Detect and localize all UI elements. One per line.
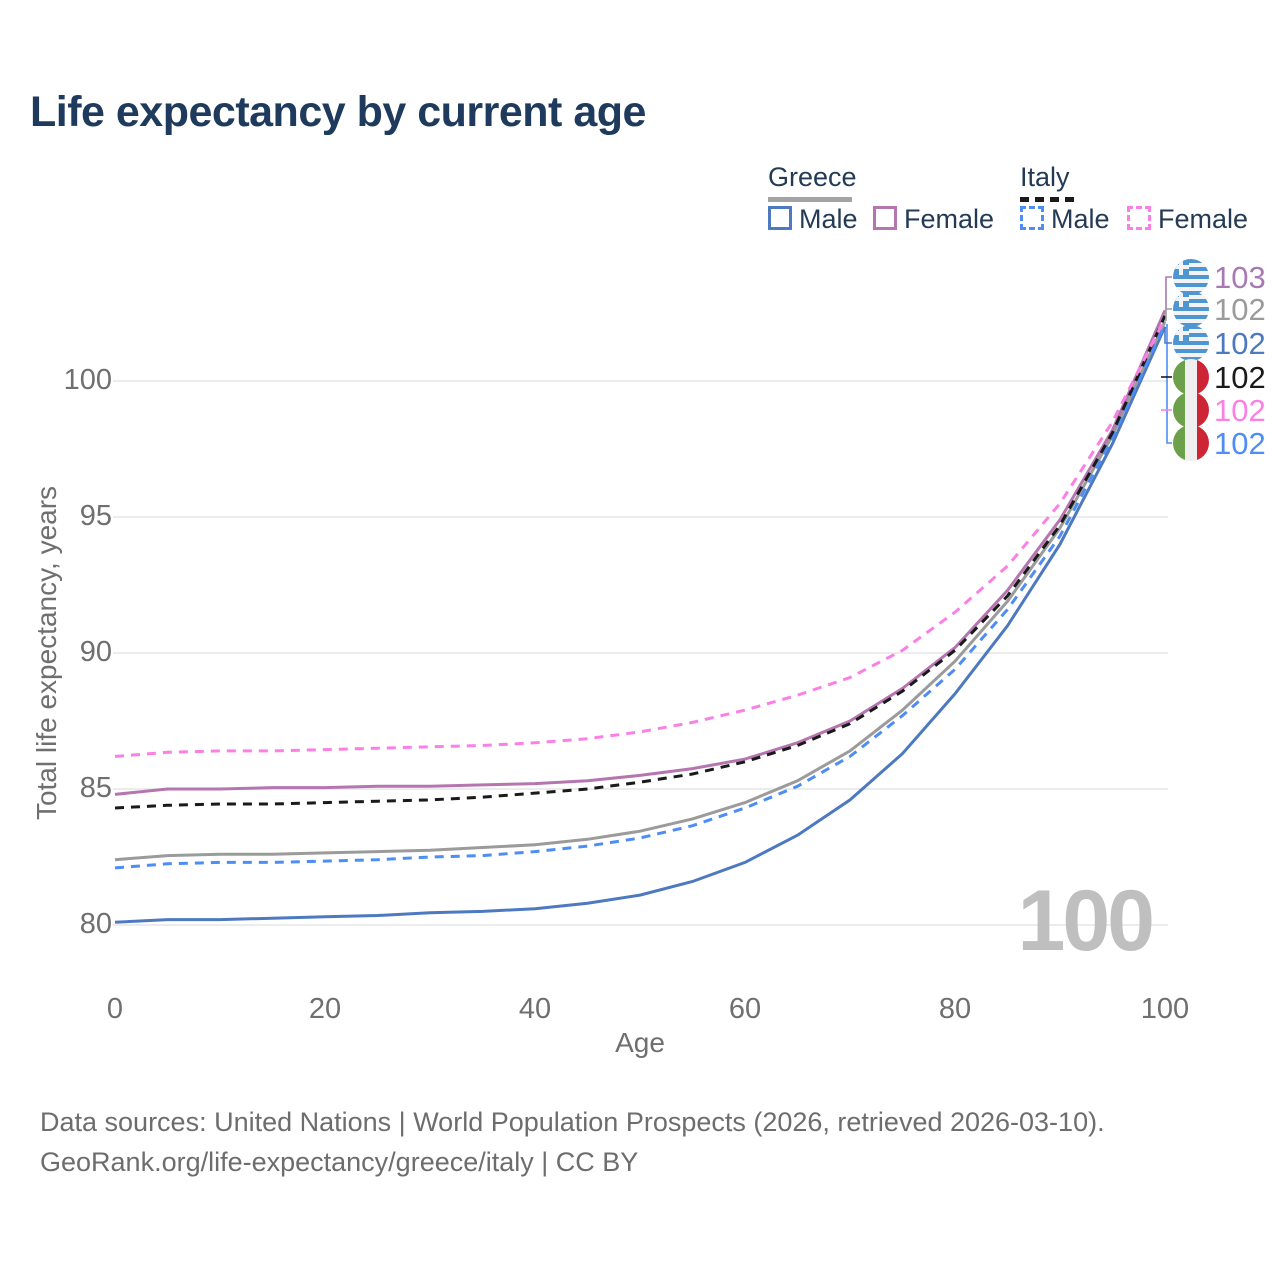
legend-box-greece-female[interactable] xyxy=(873,206,897,230)
x-axis-title: Age xyxy=(615,1027,665,1058)
legend-box-italy-male[interactable] xyxy=(1020,206,1044,230)
italy-flag-icon xyxy=(1173,425,1209,461)
end-label-value-greece-female: 103 xyxy=(1214,260,1266,295)
leader-line xyxy=(1166,324,1172,444)
series-lines xyxy=(114,309,1167,924)
y-tick-80: 80 xyxy=(79,908,112,940)
watermark-100: 100 xyxy=(1018,873,1153,969)
legend-group-italy-header[interactable]: Italy xyxy=(1020,162,1070,192)
italy-flag-icon xyxy=(1173,392,1209,428)
x-tick-60: 60 xyxy=(728,993,762,1025)
leader-line xyxy=(1165,276,1172,310)
footer-attribution-link[interactable]: GeoRank.org/life-expectancy/greece/italy… xyxy=(40,1147,639,1177)
legend-box-greece-male[interactable] xyxy=(768,206,792,230)
y-axis-title: Total life expectancy, years xyxy=(31,485,62,821)
greece-flag-icon xyxy=(1173,291,1209,327)
y-tick-85: 85 xyxy=(79,772,112,804)
legend-box-italy-female[interactable] xyxy=(1127,206,1151,230)
legend-label-greece-male[interactable]: Male xyxy=(799,204,858,234)
y-tick-100: 100 xyxy=(63,364,112,396)
end-label-leader-lines xyxy=(1161,276,1172,444)
series-line-greece-male[interactable] xyxy=(114,325,1167,924)
legend-label-italy-female[interactable]: Female xyxy=(1158,204,1249,234)
leader-line xyxy=(1165,308,1172,321)
series-line-italy-both[interactable] xyxy=(114,315,1167,810)
legend-group-greece-header[interactable]: Greece xyxy=(768,162,857,192)
end-label-value-greece-both: 102 xyxy=(1214,292,1266,327)
end-label-value-italy-female: 102 xyxy=(1214,393,1266,428)
x-tick-40: 40 xyxy=(518,993,552,1025)
footer-data-sources: Data sources: United Nations | World Pop… xyxy=(40,1107,1105,1137)
x-tick-80: 80 xyxy=(938,993,972,1025)
series-line-greece-both[interactable] xyxy=(114,320,1167,862)
x-tick-0: 0 xyxy=(106,993,124,1025)
end-label-value-italy-both: 102 xyxy=(1214,360,1266,395)
end-label-value-greece-male: 102 xyxy=(1214,326,1266,361)
legend-greece-line-sample xyxy=(768,197,852,202)
series-line-italy-female[interactable] xyxy=(114,317,1167,758)
italy-flag-icon xyxy=(1173,359,1209,395)
x-tick-20: 20 xyxy=(308,993,342,1025)
greece-flag-icon xyxy=(1173,325,1209,361)
legend-italy-line-sample xyxy=(1020,197,1074,202)
y-tick-95: 95 xyxy=(79,500,112,532)
x-tick-100: 100 xyxy=(1140,993,1190,1025)
legend-label-italy-male[interactable]: Male xyxy=(1051,204,1110,234)
legend-label-greece-female[interactable]: Female xyxy=(904,204,995,234)
gridlines xyxy=(113,380,1168,926)
series-line-greece-female[interactable] xyxy=(114,309,1167,796)
greece-flag-icon xyxy=(1173,259,1209,295)
end-label-value-italy-male: 102 xyxy=(1214,426,1266,461)
y-tick-90: 90 xyxy=(79,636,112,668)
page-title: Life expectancy by current age xyxy=(30,88,646,136)
leader-line xyxy=(1164,327,1172,344)
